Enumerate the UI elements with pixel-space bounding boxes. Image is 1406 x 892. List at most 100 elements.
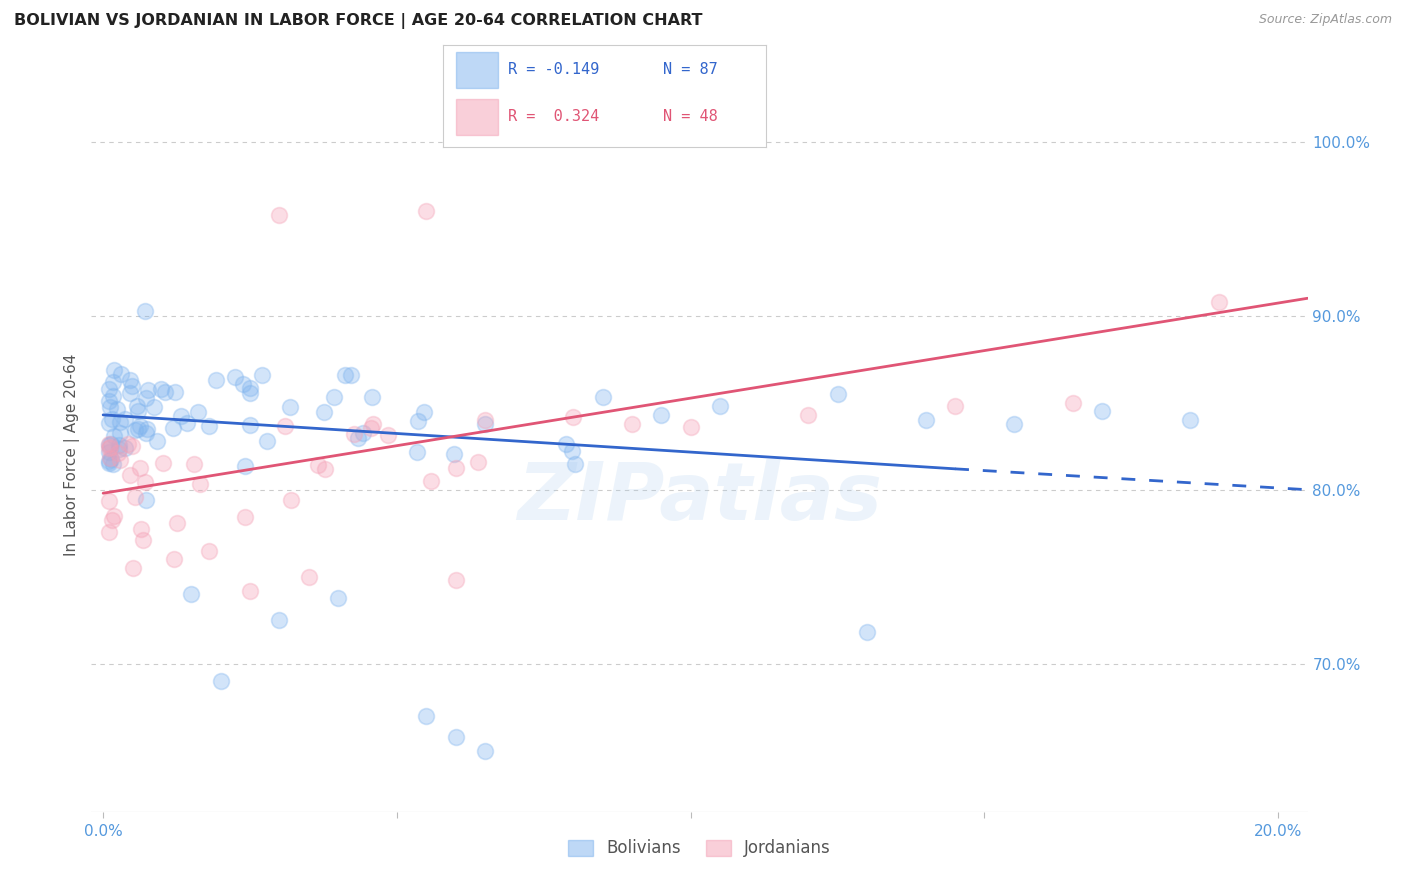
- Point: [153, 385, 176, 400]
- Point: [443, 447, 465, 461]
- Point: [298, 570, 321, 584]
- Text: BOLIVIAN VS JORDANIAN IN LABOR FORCE | AGE 20-64 CORRELATION CHART: BOLIVIAN VS JORDANIAN IN LABOR FORCE | A…: [14, 13, 703, 29]
- Point: [98, 382, 121, 396]
- Point: [150, 382, 173, 396]
- Point: [101, 411, 124, 425]
- Point: [467, 455, 489, 469]
- Text: N = 48: N = 48: [662, 110, 717, 124]
- Point: [101, 457, 124, 471]
- Point: [190, 476, 212, 491]
- Point: [121, 439, 143, 453]
- Point: [134, 475, 156, 489]
- Point: [554, 436, 576, 450]
- Point: [183, 457, 205, 471]
- Point: [100, 451, 122, 466]
- Point: [135, 492, 157, 507]
- Text: Source: ZipAtlas.com: Source: ZipAtlas.com: [1258, 13, 1392, 27]
- Point: [98, 436, 121, 450]
- Point: [110, 426, 132, 441]
- Point: [328, 591, 350, 605]
- Point: [335, 368, 357, 382]
- Point: [415, 204, 437, 219]
- Point: [98, 494, 121, 508]
- Point: [256, 434, 278, 448]
- Point: [342, 426, 364, 441]
- Point: [98, 393, 121, 408]
- Point: [1091, 404, 1114, 418]
- Point: [224, 369, 246, 384]
- Point: [108, 442, 131, 457]
- Point: [1062, 395, 1084, 409]
- Point: [110, 367, 132, 381]
- Text: N = 87: N = 87: [662, 62, 717, 78]
- Legend: Bolivians, Jordanians: Bolivians, Jordanians: [561, 833, 838, 864]
- Point: [98, 454, 121, 468]
- Point: [252, 368, 274, 383]
- Point: [103, 508, 125, 523]
- Point: [103, 429, 125, 443]
- Point: [361, 417, 384, 431]
- Y-axis label: In Labor Force | Age 20-64: In Labor Force | Age 20-64: [65, 354, 80, 556]
- Point: [415, 709, 437, 723]
- Point: [132, 533, 155, 547]
- Point: [474, 417, 496, 431]
- Point: [187, 405, 209, 419]
- Point: [98, 525, 121, 540]
- Point: [709, 399, 731, 413]
- Point: [121, 561, 143, 575]
- Point: [1208, 294, 1230, 309]
- Point: [170, 409, 193, 423]
- Point: [146, 434, 169, 449]
- Point: [98, 445, 121, 459]
- Point: [444, 730, 467, 744]
- Point: [314, 462, 336, 476]
- Point: [235, 510, 257, 524]
- Point: [205, 373, 228, 387]
- Point: [797, 408, 820, 422]
- Point: [128, 461, 150, 475]
- Point: [274, 419, 297, 434]
- Point: [103, 363, 125, 377]
- Point: [679, 420, 702, 434]
- Point: [198, 418, 221, 433]
- Point: [239, 381, 262, 395]
- Point: [314, 404, 336, 418]
- Point: [100, 450, 122, 465]
- Point: [561, 443, 583, 458]
- Point: [117, 437, 139, 451]
- Point: [269, 613, 291, 627]
- Point: [134, 304, 156, 318]
- Point: [124, 423, 146, 437]
- Point: [562, 409, 585, 424]
- Point: [125, 399, 148, 413]
- Point: [323, 390, 346, 404]
- Point: [474, 744, 496, 758]
- Point: [101, 513, 124, 527]
- Point: [620, 417, 643, 431]
- Point: [162, 421, 184, 435]
- Bar: [456, 52, 498, 87]
- Point: [98, 441, 121, 455]
- Point: [408, 414, 430, 428]
- Point: [1002, 417, 1025, 431]
- Point: [100, 437, 122, 451]
- Point: [278, 400, 301, 414]
- Point: [120, 386, 142, 401]
- Point: [239, 417, 262, 432]
- Point: [352, 425, 374, 440]
- Point: [127, 422, 149, 436]
- Point: [444, 573, 467, 587]
- Text: ZIPatlas: ZIPatlas: [517, 458, 882, 537]
- Point: [101, 388, 124, 402]
- Point: [135, 426, 157, 441]
- Point: [650, 408, 672, 422]
- Point: [129, 419, 152, 434]
- Point: [98, 457, 121, 471]
- Bar: [456, 99, 498, 135]
- Point: [129, 522, 152, 536]
- Point: [914, 413, 936, 427]
- Point: [209, 674, 232, 689]
- Point: [176, 416, 198, 430]
- Point: [114, 412, 136, 426]
- Point: [347, 431, 370, 445]
